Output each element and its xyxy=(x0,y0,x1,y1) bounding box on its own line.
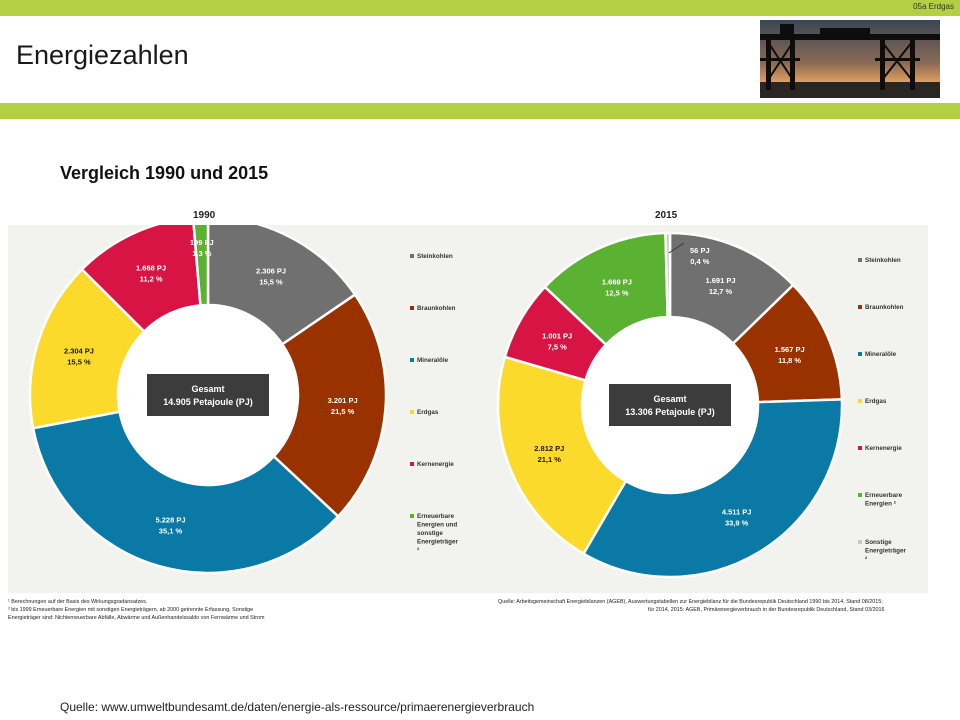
footnote-line: ² bis 1999 Erneuerbare Energien mit sons… xyxy=(8,607,254,613)
data-label-percent: 1,3 % xyxy=(192,249,212,258)
data-label-percent: 7,5 % xyxy=(548,342,568,351)
data-label-percent: 11,2 % xyxy=(140,275,163,284)
data-label-value: 56 PJ xyxy=(690,246,710,255)
legend-label: Steinkohlen xyxy=(417,253,453,260)
legend-swatch xyxy=(410,254,414,258)
slice-braunkohlen xyxy=(272,292,388,519)
legend-label: Energien ² xyxy=(865,501,896,508)
data-label-value: 2.812 PJ xyxy=(534,444,564,453)
center-total-box xyxy=(609,384,731,426)
footnote-source-line: für 2014, 2015: AGEB, Primärenergieverbr… xyxy=(648,607,885,613)
page-title: Energiezahlen xyxy=(16,40,189,70)
data-label-percent: 21,1 % xyxy=(538,455,562,464)
separator-bar xyxy=(0,103,960,119)
data-label-percent: 12,5 % xyxy=(605,288,629,297)
chart-panel: 2.306 PJ 15,5 % 3.201 PJ 21,5 % 5.228 PJ 35,1… xyxy=(8,215,928,593)
legend-label: Braunkohlen xyxy=(865,304,904,311)
legend-label: Erdgas xyxy=(417,409,439,416)
legend-label: Erdgas xyxy=(865,398,887,405)
data-label-value: 4.511 PJ xyxy=(722,508,752,517)
top-accent-bar xyxy=(0,0,960,16)
donut-chart-1990: 2.306 PJ 15,5 % 3.201 PJ 21,5 % 5.228 PJ 35,1… xyxy=(28,215,458,575)
center-total-box xyxy=(147,374,269,416)
slice-mineralöle xyxy=(31,410,340,575)
legend-label: Kernenergie xyxy=(417,461,454,468)
legend-swatch xyxy=(858,305,862,309)
legend-label: ² xyxy=(865,556,867,563)
footnote-line: ¹ Berechnungen auf der Basis des Wirkung… xyxy=(8,599,148,605)
legend-label: Kernenergie xyxy=(865,445,902,452)
legend-swatch xyxy=(858,258,862,262)
data-label-value: 1.567 PJ xyxy=(775,345,805,354)
offshore-platform-photo xyxy=(760,20,940,98)
footnote-source-line: Quelle: Arbeitsgemeinschaft Energiebilan… xyxy=(498,599,883,605)
data-label-value: 5.228 PJ xyxy=(155,516,185,525)
footnote-line: Energieträger sind: Nichterneuerbare Abf… xyxy=(8,615,265,621)
data-label-value: 1.668 PJ xyxy=(136,264,166,273)
legend-label: Erneuerbare xyxy=(417,513,455,520)
footnotes: ¹ Berechnungen auf der Basis des Wirkung… xyxy=(8,596,928,626)
data-label-percent: 0,4 % xyxy=(690,257,710,266)
label-pointer-line xyxy=(668,242,685,254)
center-label-total: 13.306 Petajoule (PJ) xyxy=(625,407,715,417)
chart-title-2015: 2015 xyxy=(655,210,678,221)
legend-label: Energien und xyxy=(417,522,457,529)
legend-label: Erneuerbare xyxy=(865,492,903,499)
data-label-value: 2.306 PJ xyxy=(256,267,286,276)
legend-swatch xyxy=(858,399,862,403)
legend-label: sonstige xyxy=(417,530,443,537)
center-label-title: Gesamt xyxy=(191,384,224,394)
legend-swatch xyxy=(410,462,414,466)
legend-label: Steinkohlen xyxy=(865,257,901,264)
center-label-total: 14.905 Petajoule (PJ) xyxy=(163,397,253,407)
legend-label: Energieträger xyxy=(865,548,906,555)
legend-swatch xyxy=(858,446,862,450)
legend-swatch xyxy=(410,306,414,310)
donut-charts: 2.306 PJ 15,5 % 3.201 PJ 21,5 % 5.228 PJ 35,1… xyxy=(28,215,906,579)
data-label-percent: 35,1 % xyxy=(159,527,183,536)
data-label-percent: 15,5 % xyxy=(67,357,91,366)
legend-swatch xyxy=(858,493,862,497)
legend-label: Mineralöle xyxy=(417,357,449,364)
legend-label: Mineralöle xyxy=(865,351,897,358)
legend-swatch xyxy=(858,540,862,544)
data-label-value: 1.001 PJ xyxy=(542,331,572,340)
center-label-title: Gesamt xyxy=(653,394,686,404)
data-label-value: 1.669 PJ xyxy=(602,277,632,286)
section-label: 05a Erdgas xyxy=(913,2,954,11)
legend-swatch xyxy=(858,352,862,356)
footnote-left: ¹ Berechnungen auf der Basis des Wirkung… xyxy=(8,598,328,622)
data-label-value: 199 PJ xyxy=(190,238,214,247)
slice-sonstige-energieträger xyxy=(664,231,672,319)
legend-swatch xyxy=(410,514,414,518)
data-label-value: 3.201 PJ xyxy=(328,396,358,405)
legend-label: Energieträger xyxy=(417,539,458,546)
source-citation: Quelle: www.umweltbundesamt.de/daten/ene… xyxy=(60,700,535,714)
slice-mineralöle xyxy=(581,398,844,579)
data-label-value: 2.304 PJ xyxy=(64,346,94,355)
slice-erdgas xyxy=(496,355,628,556)
legend-label: Sonstige xyxy=(865,539,892,546)
legend-swatch xyxy=(410,358,414,362)
data-label-value: 1.691 PJ xyxy=(706,276,736,285)
slide-subtitle: Vergleich 1990 und 2015 xyxy=(60,163,269,183)
data-label-percent: 21,5 % xyxy=(331,407,355,416)
footnote-right: Quelle: Arbeitsgemeinschaft Energiebilan… xyxy=(498,598,928,614)
legend-label: Braunkohlen xyxy=(417,305,456,312)
data-label-percent: 12,7 % xyxy=(709,287,733,296)
data-label-percent: 15,5 % xyxy=(259,278,283,287)
donut-chart-2015: 1.691 PJ 12,7 % 1.567 PJ 11,8 % 4.511 PJ 33,9… xyxy=(496,231,906,579)
legend-label: ² xyxy=(417,547,419,554)
data-label-percent: 33,9 % xyxy=(725,519,749,528)
data-label-percent: 11,8 % xyxy=(778,356,801,365)
legend-swatch xyxy=(410,410,414,414)
chart-title-1990: 1990 xyxy=(193,210,216,221)
